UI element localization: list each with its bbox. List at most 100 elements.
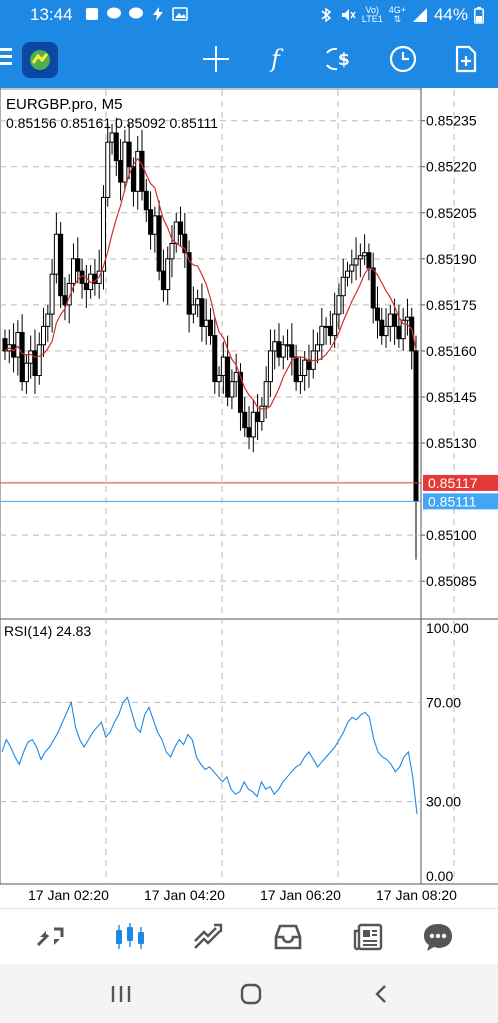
candle-body xyxy=(263,381,269,407)
battery-icon xyxy=(474,6,484,24)
trade-icon[interactable] xyxy=(188,917,228,957)
candle-body xyxy=(2,338,8,352)
candle-body xyxy=(340,276,346,297)
candle-body xyxy=(178,221,184,235)
chat-icon[interactable] xyxy=(418,917,458,957)
moving-average-line xyxy=(4,157,417,410)
candle-body xyxy=(113,132,119,162)
menu-icon[interactable] xyxy=(0,48,12,69)
candle-body xyxy=(242,411,248,429)
clock-icon[interactable] xyxy=(381,30,425,88)
candle-body xyxy=(229,381,235,398)
candle-body xyxy=(237,371,243,413)
battery-percent: 44% xyxy=(433,5,468,24)
candle-body xyxy=(28,350,34,364)
app-logo-icon[interactable] xyxy=(22,42,58,78)
y-tick-label: 0.85160 xyxy=(426,343,477,359)
indicators-icon[interactable]: f xyxy=(257,30,301,88)
home-icon[interactable] xyxy=(236,982,266,1006)
x-tick-label: 17 Jan 02:20 xyxy=(28,887,109,903)
candle-body xyxy=(139,150,145,192)
price-label: 0.85117 xyxy=(428,475,478,491)
rsi-tick-label: 100.00 xyxy=(426,620,469,636)
back-icon[interactable] xyxy=(366,982,396,1006)
candle-body xyxy=(323,325,329,328)
chart-icon[interactable] xyxy=(110,917,150,957)
candle-body xyxy=(152,215,158,235)
candle-body xyxy=(195,298,201,306)
candle-body xyxy=(83,282,89,291)
y-tick-label: 0.85100 xyxy=(426,527,477,543)
candle-body xyxy=(15,332,21,358)
crosshair-icon[interactable] xyxy=(194,30,238,88)
rsi-title: RSI(14) 24.83 xyxy=(4,623,92,639)
candle-body xyxy=(404,316,410,321)
x-tick-label: 17 Jan 06:20 xyxy=(260,887,341,903)
signal-icon xyxy=(412,8,427,22)
svg-text:f: f xyxy=(269,45,284,73)
candle-body xyxy=(148,209,154,235)
price-chart[interactable]: 17 Jan 02:20 17 Jan 04:20 17 Jan 06:20 17 J… xyxy=(0,88,498,908)
y-tick-label: 0.85235 xyxy=(426,113,477,129)
candle-body xyxy=(143,190,149,211)
candle-body xyxy=(233,371,239,383)
status-time: 13:44 xyxy=(30,5,73,24)
chat-notification-icon xyxy=(107,7,121,19)
candle-body xyxy=(289,344,295,358)
candle-body xyxy=(208,319,213,337)
news-icon[interactable] xyxy=(348,917,388,957)
chart-area[interactable]: 17 Jan 02:20 17 Jan 04:20 17 Jan 06:20 17 J… xyxy=(0,88,498,908)
timeframe-icon[interactable]: $ xyxy=(320,30,364,88)
candle-body xyxy=(122,141,128,183)
rsi-line xyxy=(1,696,418,815)
candle-body xyxy=(409,316,415,352)
recents-icon[interactable] xyxy=(106,982,136,1006)
candle-body xyxy=(392,313,398,327)
candle-body xyxy=(225,356,231,398)
candle-body xyxy=(23,362,29,383)
candle-body xyxy=(379,319,385,337)
candle-body xyxy=(71,258,76,284)
chart-title: EURGBP.pro, M5 xyxy=(6,96,123,113)
candle-body xyxy=(156,215,162,272)
price-label-bg xyxy=(423,474,498,491)
rsi-tick-label: 30.00 xyxy=(426,794,461,810)
candle-body xyxy=(387,313,393,327)
status-bar: 13:44 Vo) LTE1 4G+ ⇅ 44% xyxy=(0,0,498,30)
top-bar: 13:44 Vo) LTE1 4G+ ⇅ 44% xyxy=(0,0,498,88)
history-icon[interactable] xyxy=(268,917,308,957)
candle-body xyxy=(45,313,51,327)
y-tick-label: 0.85205 xyxy=(426,205,477,221)
volte-indicator: Vo) LTE1 xyxy=(361,5,383,24)
candle-body xyxy=(293,356,299,383)
candle-body xyxy=(246,427,252,438)
status-right: Vo) LTE1 4G+ ⇅ 44% xyxy=(318,5,484,25)
candle-body xyxy=(41,325,47,346)
candle-body xyxy=(285,344,291,347)
candle-body xyxy=(186,252,192,315)
candle-body xyxy=(315,344,321,352)
candle-body xyxy=(280,344,286,358)
candle-body xyxy=(212,335,218,383)
candle-body xyxy=(396,325,402,340)
new-order-icon[interactable] xyxy=(444,30,488,88)
quotes-icon[interactable] xyxy=(30,917,70,957)
candle-body xyxy=(203,319,209,327)
bottom-nav xyxy=(0,908,498,964)
candle-body xyxy=(173,221,179,244)
candle-body xyxy=(366,252,372,269)
rsi-tick-label: 0.00 xyxy=(426,868,453,884)
candle-body xyxy=(370,267,376,309)
candle-body xyxy=(135,150,141,192)
candle-body xyxy=(126,141,132,168)
y-tick-label: 0.85220 xyxy=(426,159,477,175)
price-label: 0.85111 xyxy=(428,493,477,509)
candle-body xyxy=(53,233,59,275)
candle-body xyxy=(160,270,166,291)
candle-body xyxy=(182,233,188,254)
x-tick-label: 17 Jan 08:20 xyxy=(376,887,457,903)
ohlc-readout: 0.85156 0.85161 0.85092 0.85111 xyxy=(6,115,219,131)
x-tick-label: 17 Jan 04:20 xyxy=(144,887,225,903)
y-tick-label: 0.85130 xyxy=(426,435,477,451)
bolt-icon xyxy=(153,7,163,21)
